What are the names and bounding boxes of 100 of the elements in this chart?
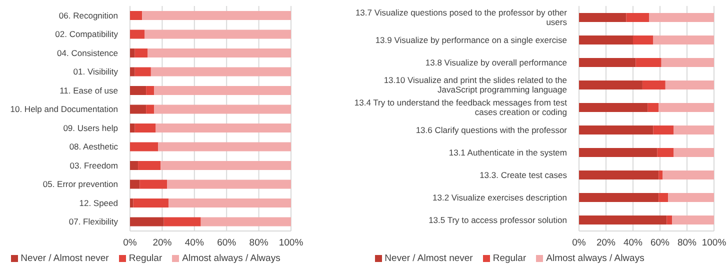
y-tick-label: 13.3. Create test cases (480, 170, 567, 180)
legend-label: Never / Almost never (20, 253, 109, 264)
bar (130, 67, 135, 76)
y-tick-label: 01. Visibility (73, 66, 119, 77)
x-tick-label: 100% (278, 238, 304, 249)
y-tick-label: 13.8 Visualize by overall performance (425, 57, 568, 68)
bar (653, 36, 714, 44)
y-tick-label: 03. Freedom (70, 160, 118, 170)
y-tick-label: 13.2 Visualize exercises description (432, 192, 568, 202)
bar (653, 126, 674, 134)
y-tick-label: 06. Recognition (58, 10, 118, 20)
bar (658, 103, 714, 112)
bar (649, 13, 714, 22)
bar (674, 148, 714, 157)
bar (140, 180, 168, 189)
bar (130, 86, 146, 95)
y-tick-label: 13.4 Try to understand the feedback messages from test cases creation or coding (354, 98, 568, 117)
bar (130, 104, 146, 114)
bar (148, 48, 291, 58)
bar (130, 142, 158, 152)
y-tick-label: 13.10 Visualize and print the slides related to the JavaScript programming language (384, 75, 568, 94)
x-tick-label: 40% (623, 238, 644, 249)
bar (142, 11, 291, 20)
bar (579, 193, 659, 202)
bar (579, 13, 626, 22)
bar (579, 126, 654, 134)
bar (130, 217, 164, 226)
bar (579, 170, 659, 180)
bar (642, 80, 666, 90)
y-tick-label: 13.1 Authenticate in the system (448, 147, 567, 158)
bar (130, 180, 140, 189)
x-tick-label: 0% (572, 238, 586, 249)
y-tick-label: 02. Compatibility (55, 29, 119, 40)
bar (144, 30, 291, 39)
legend-label: Almost always / Always (545, 253, 644, 264)
bar (648, 103, 659, 112)
y-tick-label: 11. Ease of use (60, 85, 118, 96)
bar (579, 36, 633, 44)
x-tick-label: 80% (677, 238, 698, 249)
bar (156, 124, 291, 132)
bar (666, 216, 672, 224)
bar (657, 148, 674, 157)
bar (167, 180, 291, 189)
y-tick-label: 13.9 Visualize by performance on a single exercise (375, 34, 568, 45)
y-tick-label: 09. Users help (63, 122, 118, 133)
bar (626, 13, 650, 22)
bar (134, 67, 151, 76)
bar (130, 11, 142, 20)
bar (130, 30, 144, 39)
y-tick-label: 05. Error prevention (42, 179, 118, 190)
bar (579, 80, 642, 90)
x-tick-label: 100% (702, 238, 727, 249)
y-tick-label: 13.6 Clarify questions with the professor (416, 124, 568, 135)
bar (674, 126, 714, 134)
x-tick-label: 80% (249, 238, 269, 249)
bar (146, 86, 154, 95)
y-tick-label: 04. Consistence (57, 48, 118, 58)
x-tick-label: 20% (152, 238, 172, 249)
bar (579, 148, 658, 157)
bar (665, 80, 714, 90)
bar (579, 103, 648, 112)
legend-label: Never / Almost never (384, 253, 473, 264)
bar (138, 161, 161, 170)
bar (579, 58, 636, 67)
x-tick-label: 0% (123, 238, 138, 249)
bar (150, 67, 291, 76)
y-tick-label: 08. Aesthetic (69, 142, 119, 152)
legend-label: Regular (128, 253, 162, 264)
legend-label: Almost always / Always (181, 253, 280, 264)
bar (636, 58, 662, 67)
bar (146, 104, 154, 114)
bar (154, 104, 291, 114)
bar (168, 198, 291, 208)
x-tick-label: 20% (596, 238, 616, 249)
bar (658, 193, 668, 202)
y-tick-label: 13.5 Try to access professor solution (428, 214, 568, 225)
bar (130, 48, 135, 58)
bar (662, 170, 714, 180)
bar (130, 161, 138, 170)
bar (164, 217, 201, 226)
bar (672, 216, 714, 224)
bar (633, 36, 654, 44)
bar (134, 124, 156, 132)
y-tick-label: 07. Flexibility (68, 216, 119, 227)
bar (130, 198, 134, 208)
bar (579, 216, 667, 224)
bar (130, 124, 135, 132)
bar (668, 193, 714, 202)
bar (661, 58, 714, 67)
legend-label: Regular (492, 253, 526, 264)
y-tick-label: 12. Speed (79, 198, 118, 208)
x-tick-label: 40% (184, 238, 204, 249)
bar (134, 48, 148, 58)
y-tick-label: 10. Help and Documentation (10, 104, 118, 114)
bar (158, 142, 291, 152)
y-tick-label: 13.7 Visualize questions posed to the professor by other users (355, 8, 568, 27)
bar (200, 217, 291, 226)
bar (133, 198, 169, 208)
bar (154, 86, 291, 95)
bar (658, 170, 663, 180)
